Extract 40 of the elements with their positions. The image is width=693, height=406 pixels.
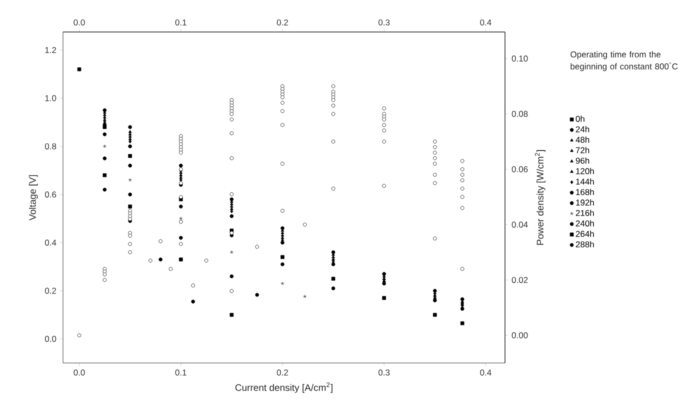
x-tick-label: 0.1 [175,19,186,26]
legend-label: 72h [576,147,590,154]
y2-tick-label: 0.00 [512,332,528,338]
legend-label: 216h [576,210,594,216]
legend-label: 240h [576,220,594,226]
legend-label: 144h [576,178,594,185]
legend-label: 168h [576,188,594,196]
x2-tick-label: 0.3 [378,370,390,376]
legend-label: 264h [576,230,594,237]
y2-tick-label: 0.10 [512,56,528,62]
x2-tick-label: 0.0 [74,370,85,376]
y2-axis-title: Power density [W/cm$^{2}$] [534,150,546,245]
y-axis-title: Voltage [V] [28,175,38,220]
y2-tick-label: 0.06 [512,166,528,172]
legend-label: 96h [576,157,590,164]
legend-label: 24h [576,126,590,132]
y-tick-label: 0.8 [44,143,56,150]
x-tick-label: 0.4 [480,19,492,26]
y-tick-label: 0.0 [44,336,56,342]
x-tick-label: 0.2 [276,19,288,26]
y-tick-label: 0.6 [44,191,56,198]
x-axis-title: Current density [A/cm$^{2}$] [235,382,332,393]
legend-label: 120h [576,168,594,174]
x-tick-label: 0.0 [74,19,85,26]
y2-tick-label: 0.04 [512,222,528,228]
legend-label: 288h [576,241,594,248]
y-tick-label: 1.0 [45,95,56,102]
y2-tick-label: 0.02 [512,276,528,283]
y-tick-label: 0.4 [44,240,56,246]
x2-tick-label: 0.1 [175,370,186,376]
legend-label: 48h [576,136,590,143]
x2-tick-label: 0.2 [276,370,288,376]
x2-tick-label: 0.4 [480,370,492,376]
x-tick-label: 0.3 [378,19,390,26]
legend-title: Operating time from the beginning of constant 800$^{°}$C [570,51,678,72]
legend-label: 0h [576,116,584,122]
legend-label: 192h [576,199,594,206]
y-tick-label: 1.2 [45,47,56,54]
y-tick-label: 0.2 [44,288,56,294]
y2-tick-label: 0.08 [512,110,528,117]
